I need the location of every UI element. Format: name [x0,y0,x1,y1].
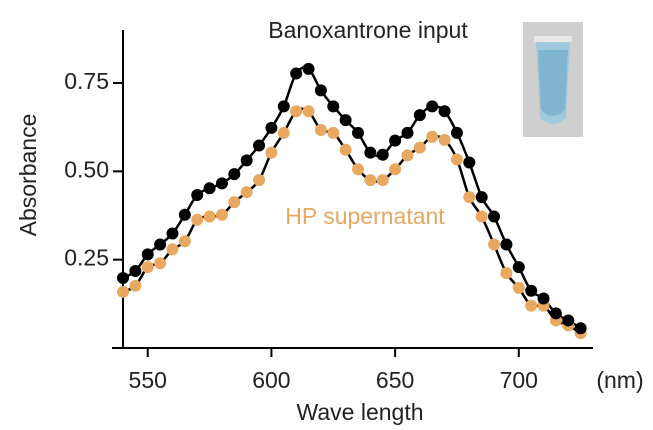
series-label: HP supernatant [285,203,445,229]
data-point [154,257,167,270]
data-point [166,243,179,256]
data-point [253,139,266,152]
data-point [327,126,340,139]
data-point [203,210,216,223]
data-point [178,235,191,248]
data-point [290,67,303,80]
data-point [512,281,525,294]
data-point [512,261,525,274]
data-point [290,105,303,118]
data-point [191,213,204,226]
data-point [191,189,204,202]
data-point [376,148,389,161]
data-point [525,284,538,297]
y-tick-label: 0.50 [64,156,109,182]
data-point [574,322,587,335]
data-point [129,264,142,277]
data-point [240,154,253,167]
data-point [500,238,513,251]
data-point [117,285,129,298]
data-point [438,133,451,146]
data-point [426,100,439,113]
data-point [314,123,327,136]
data-point [475,191,488,204]
y-tick-label: 0.25 [64,245,109,271]
data-point [302,62,315,75]
series-label: Banoxantrone input [268,17,468,43]
data-point [253,174,266,187]
data-point [141,248,154,261]
data-point [265,146,278,159]
data-point [413,141,426,154]
data-point [215,177,228,190]
data-point [562,314,575,327]
y-tick-label: 0.75 [64,68,109,94]
x-tick-label: 550 [129,367,167,393]
data-point [339,143,352,156]
data-point [166,227,179,240]
data-point [364,146,377,159]
data-point [389,134,402,147]
x-tick-label: 700 [500,367,538,393]
data-point [364,174,377,187]
data-point [450,153,463,166]
data-point [376,174,389,187]
data-point [389,163,402,176]
data-point [463,156,476,169]
data-point [265,121,278,134]
x-tick-label: 650 [376,367,414,393]
data-point [500,267,513,280]
data-point [339,114,352,127]
data-point [488,210,501,223]
data-point [117,272,129,285]
data-point [352,126,364,139]
data-point [463,191,476,204]
data-point [277,126,290,139]
data-point [154,238,167,251]
data-point [426,130,439,143]
data-point [549,307,562,320]
data-point [277,100,290,113]
data-point [352,163,364,176]
data-point [525,299,538,312]
x-axis-label: Wave length [297,399,424,425]
data-point [203,182,216,195]
data-point [537,292,550,305]
data-point [178,208,191,221]
data-point [401,149,414,162]
data-point [327,100,340,113]
data-point [450,126,463,139]
y-axis-label: Absorbance [15,114,41,237]
tube-photo [523,22,583,137]
data-point [215,208,228,221]
data-point [228,168,241,181]
data-point [228,196,241,209]
x-tick-label: 600 [252,367,290,393]
x-axis-unit: (nm) [596,367,643,393]
data-point [240,186,253,199]
data-point [314,84,327,97]
data-point [302,105,315,118]
data-point [401,126,414,139]
data-point [141,261,154,274]
data-point [438,105,451,118]
data-point [129,279,142,292]
data-point [475,210,488,223]
trend-line [122,66,582,330]
data-point [488,238,501,251]
data-point [413,109,426,122]
